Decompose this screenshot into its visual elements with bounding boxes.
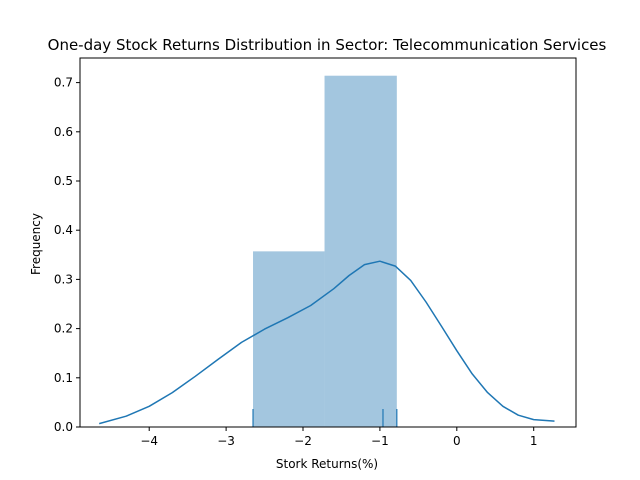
y-tick-label: 0.5 [54,174,73,188]
y-tick-label: 0.1 [54,371,73,385]
histogram-bar [324,75,397,427]
y-tick-label: 0.2 [54,322,73,336]
y-tick-label: 0.0 [54,420,73,434]
y-tick-label: 0.3 [54,272,73,286]
x-tick-label: 0 [453,434,461,448]
x-tick-label: −3 [217,434,235,448]
x-tick-label: 1 [530,434,538,448]
y-tick-label: 0.6 [54,125,73,139]
kde-line [99,260,555,425]
y-axis-label: Frequency [29,213,43,275]
histogram-bar [253,251,325,427]
axes-frame [79,57,577,428]
y-tick-label: 0.7 [54,76,73,90]
x-tick-label: −1 [371,434,389,448]
axes: −4 −3 −2 −1 0 1 0.0 0.1 0.2 0.3 0.4 0.5 0.6 0.7 [54,57,577,448]
y-tick-label: 0.4 [54,223,73,237]
x-axis-label: Stork Returns(%) [276,457,378,471]
chart-title: One-day Stock Returns Distribution in Se… [48,36,607,54]
x-tick-label: −2 [294,434,312,448]
plot-area [99,75,555,427]
x-tick-label: −4 [140,434,158,448]
